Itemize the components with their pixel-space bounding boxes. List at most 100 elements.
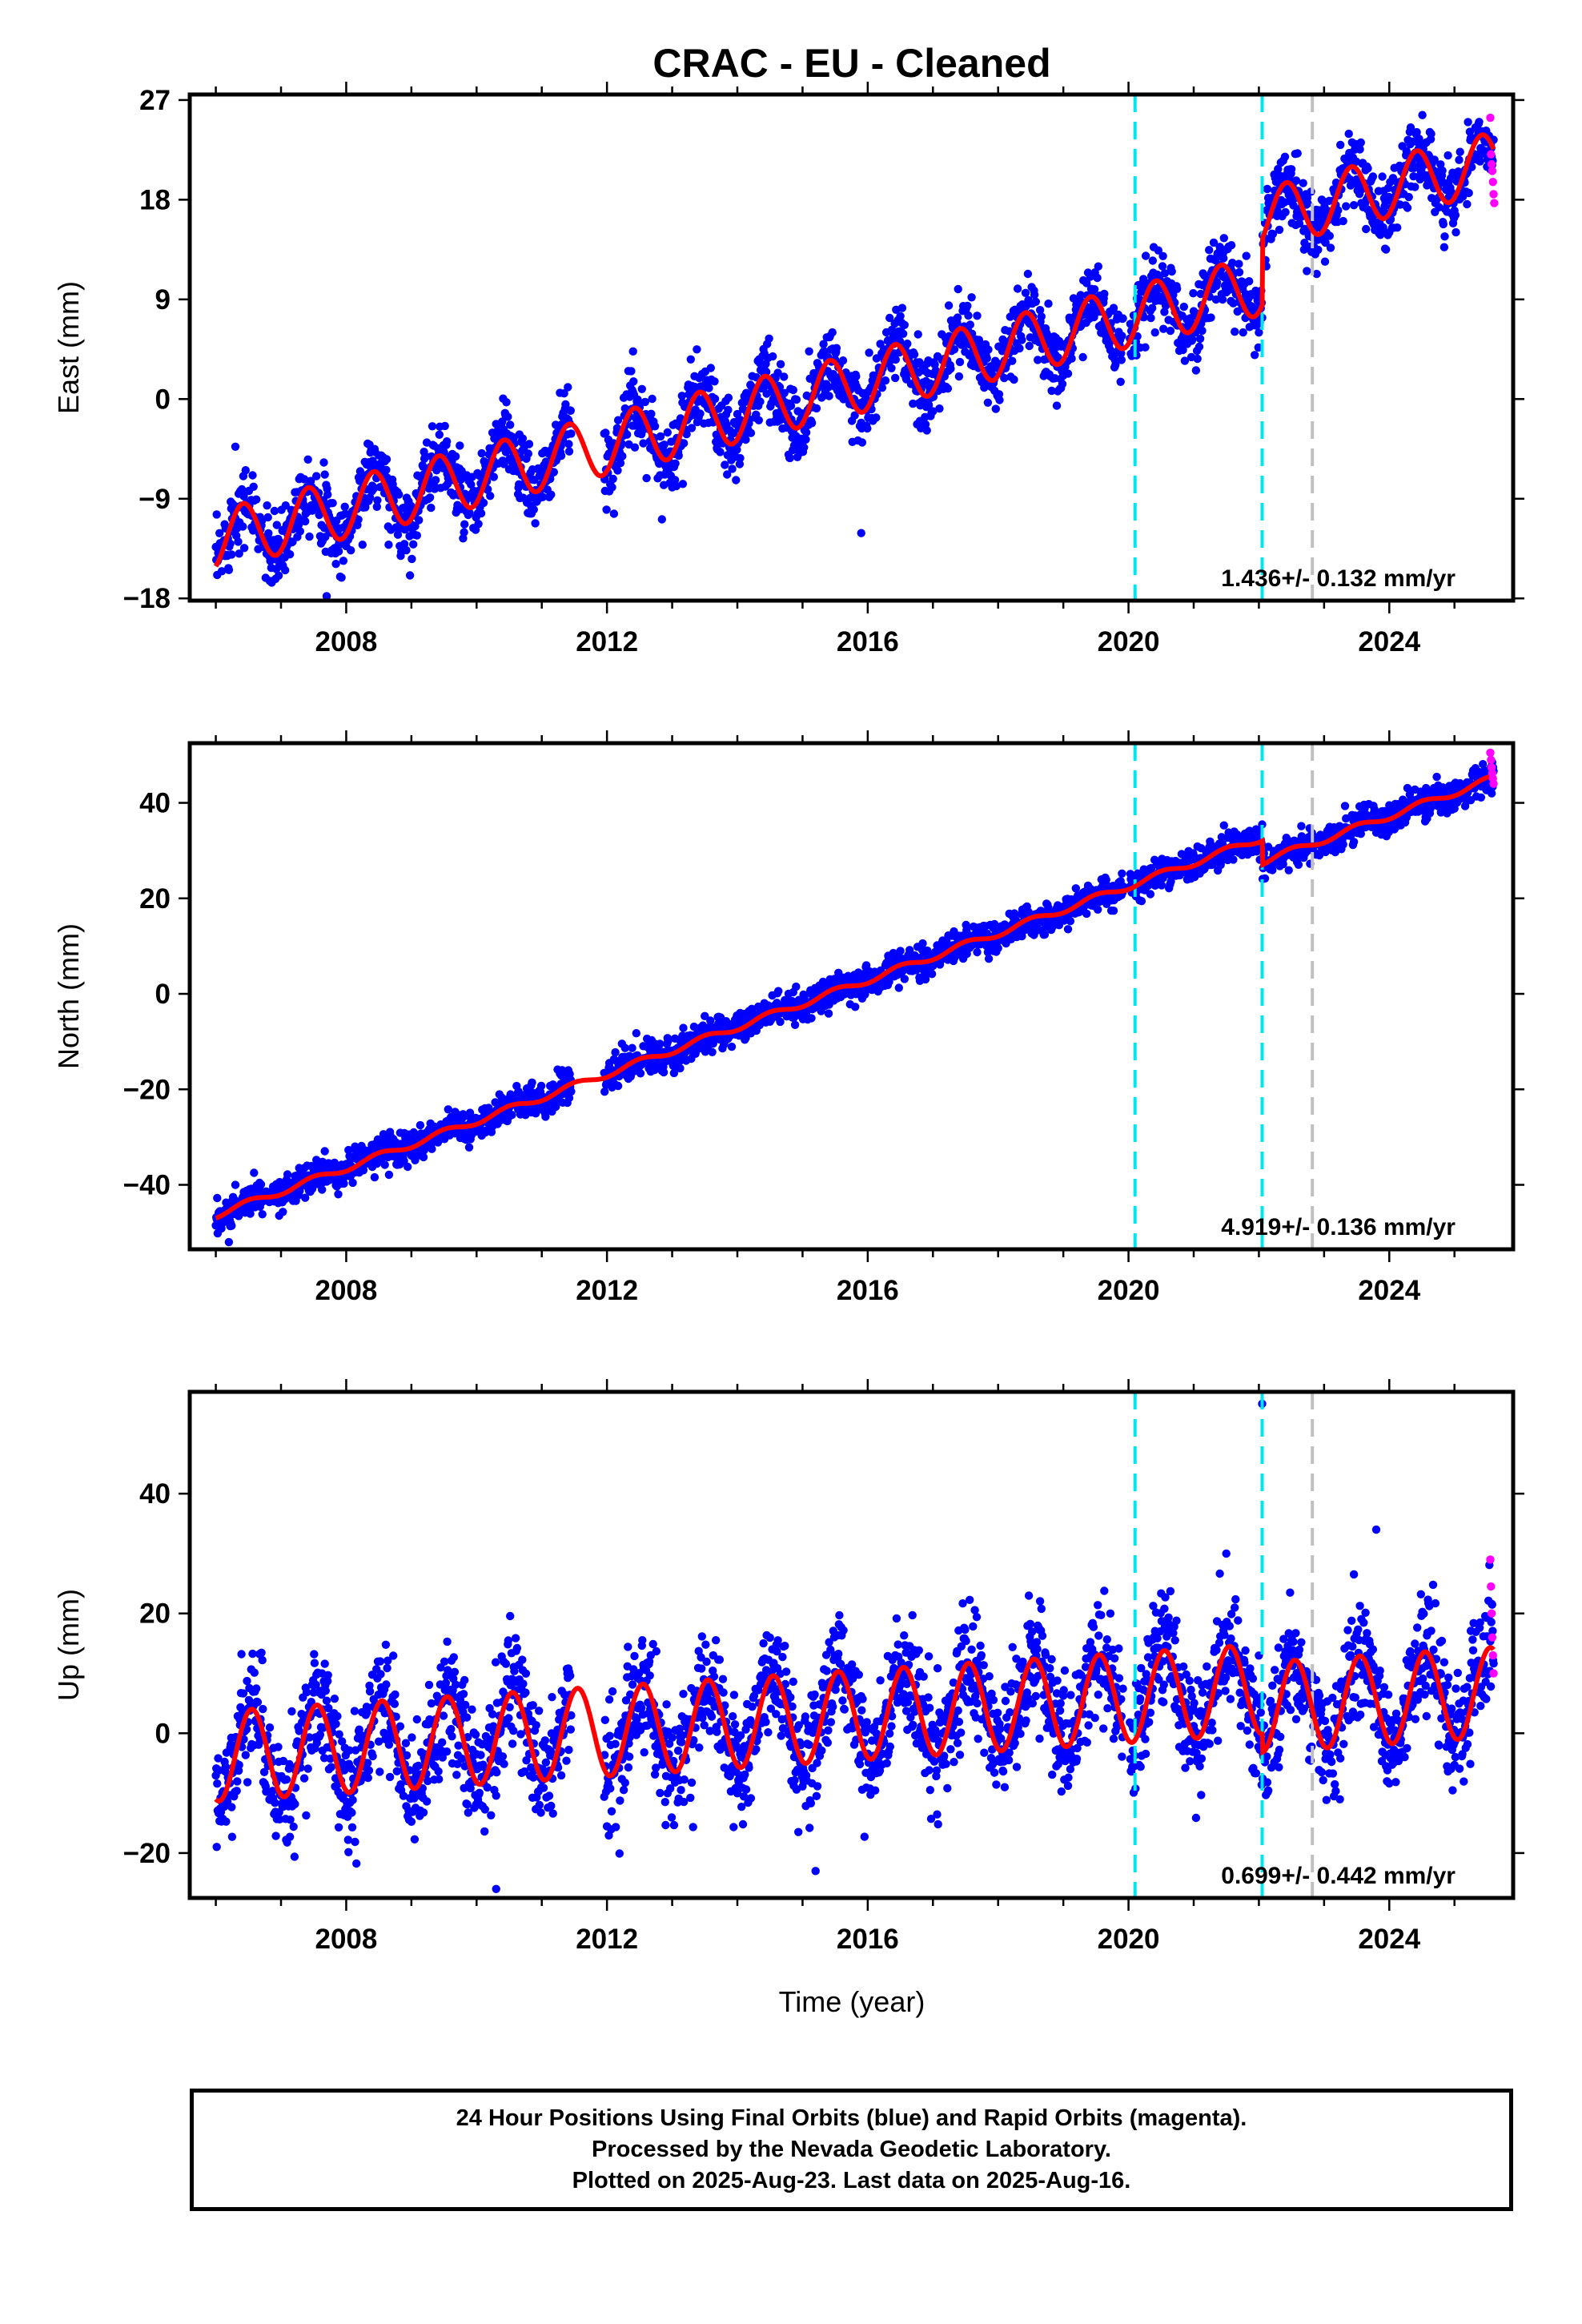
data-point — [227, 1221, 236, 1230]
data-point — [217, 567, 227, 576]
data-point — [1063, 925, 1073, 934]
data-point — [1438, 166, 1447, 175]
data-point — [1010, 375, 1018, 384]
data-point — [613, 1081, 623, 1091]
data-point — [1118, 332, 1126, 340]
data-point — [1274, 164, 1283, 174]
data-point — [1141, 343, 1150, 352]
data-point — [754, 416, 763, 424]
data-point — [283, 1170, 292, 1179]
data-point — [629, 377, 638, 386]
data-point — [285, 550, 295, 559]
data-point — [1443, 151, 1452, 160]
data-point — [491, 1098, 500, 1107]
data-point — [248, 471, 257, 480]
data-point — [1010, 909, 1019, 918]
data-point — [1018, 336, 1026, 344]
data-point — [1254, 343, 1263, 352]
data-point — [921, 975, 930, 984]
rapid-point — [1488, 167, 1497, 175]
data-point — [1071, 884, 1081, 893]
data-point — [1160, 269, 1170, 278]
data-point — [456, 441, 464, 450]
data-point — [1362, 224, 1371, 234]
data-point — [857, 438, 867, 447]
data-point — [812, 404, 821, 413]
data-point — [601, 428, 610, 437]
data-point — [524, 449, 532, 458]
data-point — [1355, 145, 1364, 154]
outlier-point — [231, 442, 240, 451]
data-point — [900, 320, 909, 329]
data-point — [1321, 238, 1330, 247]
data-point — [425, 493, 435, 502]
data-point — [428, 422, 437, 431]
data-point — [440, 421, 449, 431]
data-point — [721, 460, 729, 469]
data-point — [982, 354, 992, 363]
data-point — [872, 354, 881, 363]
data-point — [1293, 149, 1302, 158]
data-point — [564, 383, 572, 392]
data-point — [1117, 356, 1126, 364]
data-point — [881, 376, 890, 385]
data-point — [331, 560, 340, 569]
data-point — [408, 554, 416, 564]
data-point — [239, 544, 249, 553]
data-point — [628, 1043, 636, 1052]
data-point — [498, 417, 507, 426]
data-point — [465, 1108, 475, 1117]
data-point — [465, 509, 474, 517]
data-point — [246, 1209, 255, 1218]
data-point — [954, 284, 962, 294]
data-point — [1109, 907, 1118, 915]
data-point — [640, 397, 649, 407]
x-tick-label: 2008 — [315, 626, 377, 657]
data-point — [1031, 297, 1041, 306]
data-point — [909, 399, 917, 408]
data-point — [226, 539, 235, 549]
data-point — [393, 530, 403, 539]
data-point — [1219, 254, 1228, 263]
data-point — [613, 416, 623, 424]
data-point — [1141, 251, 1150, 260]
data-point — [1067, 354, 1076, 363]
data-point — [1456, 147, 1464, 156]
data-point — [1356, 138, 1366, 147]
data-point — [318, 1185, 327, 1194]
data-point — [1111, 360, 1120, 369]
data-point — [922, 426, 931, 435]
data-point — [411, 521, 420, 531]
data-point — [648, 394, 656, 404]
data-point — [281, 501, 290, 510]
data-point — [415, 516, 424, 525]
data-point — [312, 472, 321, 480]
data-point — [340, 502, 349, 511]
data-point — [337, 573, 346, 582]
data-point — [706, 364, 715, 372]
data-point — [1363, 164, 1372, 173]
data-point — [1195, 334, 1205, 344]
data-point — [270, 506, 279, 516]
data-point — [708, 1047, 717, 1057]
data-point — [927, 970, 937, 979]
data-point — [1172, 284, 1182, 293]
data-point — [918, 939, 927, 948]
data-point — [616, 459, 625, 468]
outlier-point — [628, 347, 637, 356]
data-point — [412, 531, 421, 540]
data-point — [913, 330, 922, 339]
data-point — [1418, 111, 1427, 119]
data-point — [1118, 314, 1127, 323]
data-point — [1082, 279, 1091, 287]
data-point — [1035, 306, 1045, 315]
data-point — [1411, 183, 1419, 191]
data-point — [887, 364, 896, 372]
data-point — [460, 520, 469, 529]
data-point — [735, 460, 745, 468]
data-point — [984, 955, 994, 963]
data-point — [451, 452, 460, 461]
data-point — [623, 430, 632, 439]
data-point — [627, 367, 636, 376]
data-point — [419, 462, 428, 471]
